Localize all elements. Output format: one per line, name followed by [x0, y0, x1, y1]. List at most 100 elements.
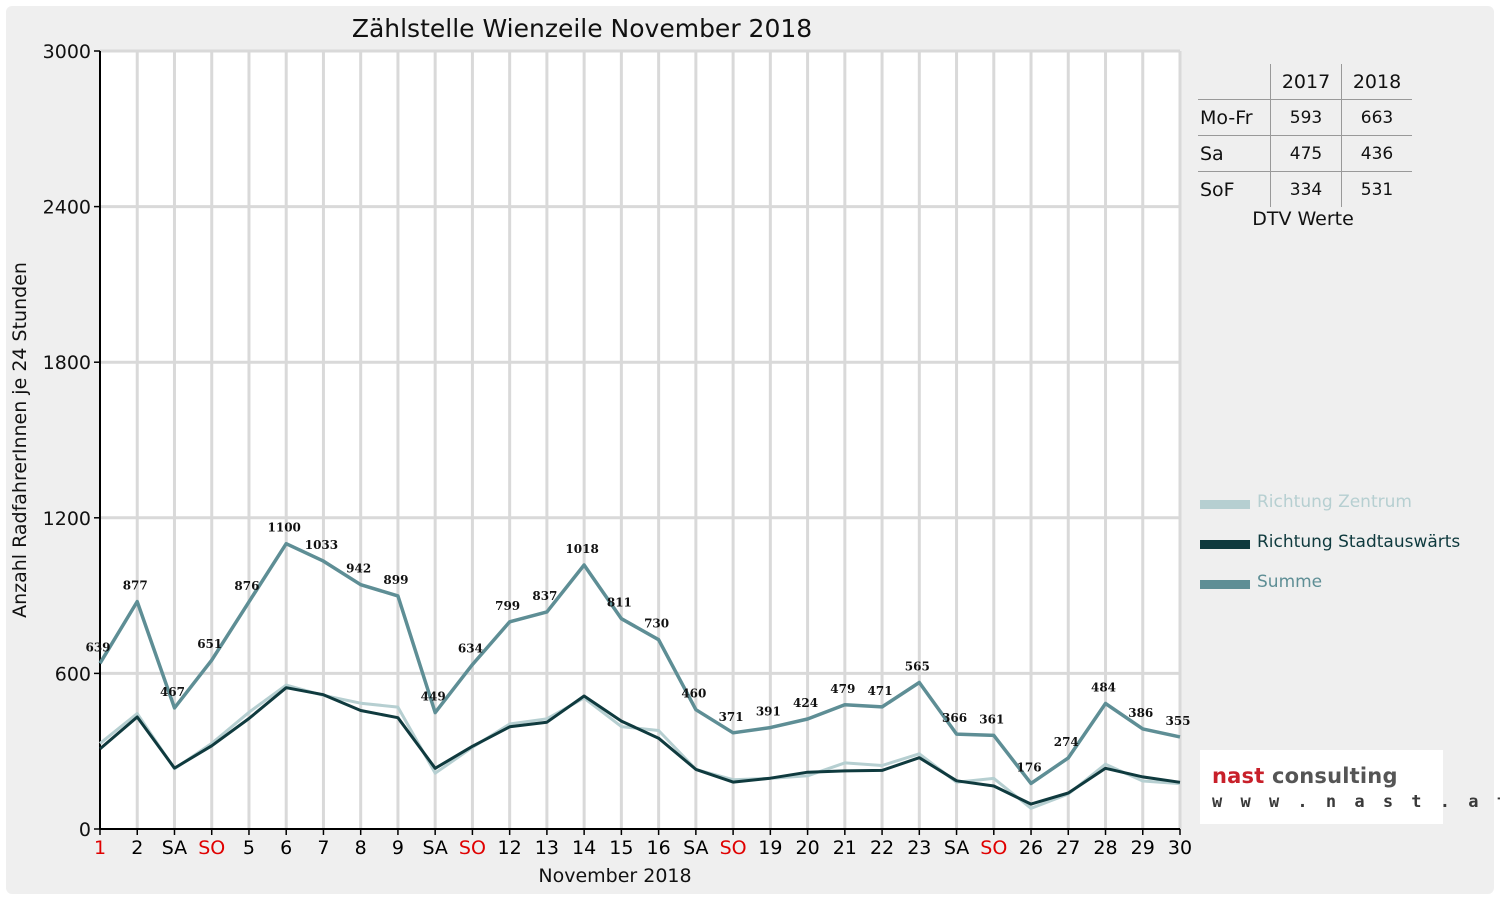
dtv-table: 2017 2018 Mo-Fr 593 663 Sa 475 436 SoF 3… — [1198, 64, 1412, 207]
x-tick-label: 20 — [795, 837, 819, 859]
dtv-row-label: SoF — [1198, 171, 1271, 207]
grid — [100, 49, 1182, 829]
data-label: 424 — [793, 696, 818, 710]
y-tick-label: 3000 — [43, 41, 91, 63]
x-tick-label: 15 — [609, 837, 633, 859]
data-label: 1018 — [565, 542, 598, 556]
data-label: 730 — [644, 617, 669, 631]
data-label: 361 — [979, 712, 1004, 726]
y-tick-label: 600 — [55, 663, 91, 685]
data-label: 471 — [868, 684, 893, 698]
legend-swatch-summe — [1200, 580, 1250, 589]
x-tick-label: SO — [720, 837, 747, 859]
x-axis-title: November 2018 — [538, 865, 691, 887]
x-tick-label: SO — [198, 837, 225, 859]
x-tick-label: SO — [980, 837, 1007, 859]
logo-wordmark: nast consulting — [1212, 764, 1398, 788]
data-label: 460 — [681, 687, 706, 701]
dtv-caption: DTV Werte — [1252, 208, 1354, 230]
dtv-value-2018: 663 — [1341, 99, 1412, 136]
dtv-row-sa: Sa 475 436 — [1198, 135, 1412, 172]
data-label: 876 — [234, 579, 259, 593]
x-tick-label: 29 — [1131, 837, 1155, 859]
x-tick-label: SA — [162, 837, 187, 859]
x-tick-label: 8 — [355, 837, 367, 859]
x-tick-label: SO — [459, 837, 486, 859]
dtv-value-2017: 334 — [1270, 171, 1342, 207]
company-logo: nast consulting w w w . n a s t . a t — [1200, 750, 1500, 824]
y-tick-label: 1200 — [43, 508, 91, 530]
dtv-header-2018: 2018 — [1341, 64, 1412, 100]
x-tick-label: SA — [422, 837, 447, 859]
data-labels: 639 877 467 651 876 1100 1033 942 899 449 634 799 83… — [85, 521, 1190, 775]
x-tick-label: 30 — [1168, 837, 1192, 859]
legend-label-stadtauswaerts: Richtung Stadtauswärts — [1257, 532, 1461, 552]
data-label: 386 — [1128, 706, 1153, 720]
dtv-row-label: Sa — [1198, 135, 1271, 172]
x-tick-label: 21 — [833, 837, 857, 859]
x-tick-label: 1 — [94, 837, 106, 859]
x-tick-label: 7 — [317, 837, 329, 859]
data-label: 634 — [458, 642, 483, 656]
x-tick-label: 27 — [1056, 837, 1080, 859]
y-axis-title: Anzahl RadfahrerInnen je 24 Stunden — [9, 262, 31, 618]
dtv-value-2017: 475 — [1270, 135, 1342, 172]
dtv-value-2018: 436 — [1341, 135, 1412, 172]
dtv-header-empty — [1198, 64, 1271, 100]
dtv-value-2018: 531 — [1341, 171, 1412, 207]
data-label: 176 — [1017, 760, 1042, 774]
y-tick-label: 2400 — [43, 197, 91, 219]
data-label: 942 — [346, 562, 371, 576]
data-label: 371 — [719, 710, 744, 724]
data-label: 1100 — [268, 521, 301, 535]
legend-swatch-stadtauswaerts — [1200, 540, 1250, 549]
x-tick-label: SA — [944, 837, 969, 859]
data-label: 467 — [160, 685, 185, 699]
legend-label-summe: Summe — [1257, 572, 1323, 592]
x-tick-label: 19 — [758, 837, 782, 859]
series-line-stadtauswaerts — [99, 686, 1181, 806]
x-tick-label: 16 — [647, 837, 671, 859]
dtv-row-sof: SoF 334 531 — [1198, 171, 1412, 207]
data-label: 355 — [1165, 714, 1190, 728]
series — [98, 541, 1181, 810]
x-tick-label: 9 — [392, 837, 404, 859]
x-tick-label: 28 — [1093, 837, 1117, 859]
data-label: 449 — [421, 690, 446, 704]
series-line-summe — [98, 541, 1181, 786]
x-tick-label: 13 — [535, 837, 559, 859]
data-label: 651 — [197, 637, 222, 651]
data-label: 479 — [830, 682, 855, 696]
dtv-row-label: Mo-Fr — [1198, 99, 1271, 136]
y-tick-label: 1800 — [43, 352, 91, 374]
data-label: 1033 — [305, 538, 338, 552]
x-tick-label: 14 — [572, 837, 596, 859]
plot-area — [100, 51, 1180, 829]
data-label: 565 — [905, 659, 930, 673]
x-tick-label: 23 — [907, 837, 931, 859]
logo-url: w w w . n a s t . a t — [1212, 792, 1500, 812]
data-label: 391 — [756, 705, 781, 719]
dtv-value-2017: 593 — [1270, 99, 1342, 136]
legend-swatch-zentrum — [1200, 500, 1250, 509]
x-tick-label: 12 — [498, 837, 522, 859]
y-tick-label: 0 — [79, 819, 91, 841]
data-label: 639 — [85, 640, 110, 654]
data-label: 877 — [123, 579, 148, 593]
data-label: 274 — [1054, 735, 1079, 749]
dtv-row-mofr: Mo-Fr 593 663 — [1198, 99, 1412, 136]
dtv-header-2017: 2017 — [1270, 64, 1342, 100]
data-label: 484 — [1091, 680, 1116, 694]
legend-label-zentrum: Richtung Zentrum — [1257, 492, 1412, 512]
x-tick-label: 2 — [131, 837, 143, 859]
chart-title: Zählstelle Wienzeile November 2018 — [352, 14, 812, 43]
data-label: 837 — [532, 589, 557, 603]
x-tick-label: 6 — [280, 837, 292, 859]
x-tick-label: 26 — [1019, 837, 1043, 859]
logo-word-consulting: consulting — [1271, 764, 1398, 788]
data-label: 366 — [942, 711, 967, 725]
data-label: 811 — [607, 596, 632, 610]
x-tick-label: SA — [683, 837, 708, 859]
